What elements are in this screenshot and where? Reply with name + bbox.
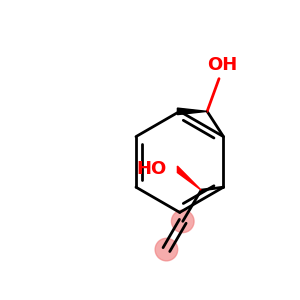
Text: OH: OH <box>207 56 237 74</box>
Circle shape <box>155 238 178 261</box>
Polygon shape <box>177 108 207 115</box>
Text: HO: HO <box>137 160 167 178</box>
Polygon shape <box>177 166 201 190</box>
Circle shape <box>172 210 194 233</box>
